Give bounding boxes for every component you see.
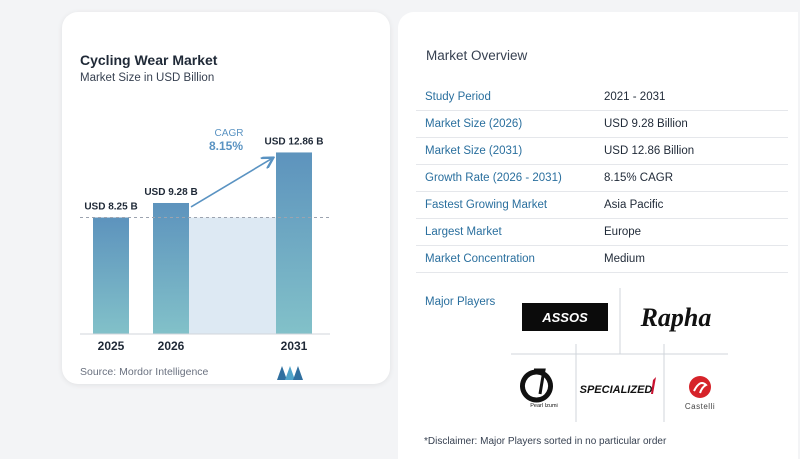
data-label: USD 8.25 B <box>84 202 137 213</box>
table-row: Study Period 2021 - 2031 <box>416 84 788 111</box>
table-row: Largest Market Europe <box>416 218 788 246</box>
category-tick-label: 2031 <box>281 339 308 353</box>
svg-text:Castelli: Castelli <box>685 402 715 411</box>
category-tick-label: 2025 <box>98 339 125 353</box>
row-key: Fastest Growing Market <box>416 191 595 219</box>
rapha-logo: Rapha <box>640 303 712 332</box>
table-row: Growth Rate (2026 - 2031) 8.15% CAGR <box>416 164 788 192</box>
svg-text:Pearl Izumi: Pearl Izumi <box>530 403 558 409</box>
table-row: Market Size (2026) USD 9.28 Billion <box>416 110 788 138</box>
bar <box>93 217 129 334</box>
overview-title: Market Overview <box>426 48 528 63</box>
row-key: Study Period <box>416 84 595 111</box>
assos-logo: ASSOS <box>522 303 608 331</box>
row-value: Medium <box>595 245 788 273</box>
chart-card: Cycling Wear Market Market Size in USD B… <box>62 12 390 384</box>
data-label: USD 9.28 B <box>144 187 197 198</box>
table-row: Market Concentration Medium <box>416 245 788 273</box>
row-key: Market Concentration <box>416 245 595 273</box>
table-row: Fastest Growing Market Asia Pacific <box>416 191 788 219</box>
mordor-intelligence-logo-icon <box>277 366 303 380</box>
row-key: Growth Rate (2026 - 2031) <box>416 164 595 192</box>
row-value: Asia Pacific <box>595 191 788 219</box>
row-key: Largest Market <box>416 218 595 246</box>
chart-title: Cycling Wear Market <box>80 52 218 68</box>
source-note: Source: Mordor Intelligence <box>80 366 209 378</box>
row-value: 2021 - 2031 <box>595 84 788 111</box>
data-label: USD 12.86 B <box>265 136 324 147</box>
cagr-arrow <box>190 158 272 208</box>
chart-subtitle: Market Size in USD Billion <box>80 72 215 84</box>
row-value: Europe <box>595 218 788 246</box>
major-players-grid: ASSOS Rapha Pearl Izumi SPECIALIZED Cast… <box>511 288 728 422</box>
bar <box>153 202 189 334</box>
svg-text:Rapha: Rapha <box>640 303 712 332</box>
row-key: Market Size (2026) <box>416 110 595 138</box>
category-tick-label: 2026 <box>158 339 185 353</box>
castelli-logo: Castelli <box>685 376 715 411</box>
row-value: 8.15% CAGR <box>595 164 788 192</box>
pearl-izumi-logo: Pearl Izumi <box>520 368 558 409</box>
bar <box>276 152 312 334</box>
row-value: USD 12.86 Billion <box>595 137 788 165</box>
cagr-value: 8.15% <box>209 139 243 153</box>
major-players-title: Major Players <box>425 296 496 308</box>
specialized-logo: SPECIALIZED <box>580 377 656 396</box>
row-value: USD 9.28 Billion <box>595 110 788 138</box>
overview-card: Market Overview Study Period 2021 - 2031 … <box>398 12 798 459</box>
svg-text:ASSOS: ASSOS <box>541 310 588 325</box>
svg-text:SPECIALIZED: SPECIALIZED <box>580 384 653 396</box>
overview-table: Study Period 2021 - 2031 Market Size (202… <box>416 84 788 273</box>
table-row: Market Size (2031) USD 12.86 Billion <box>416 137 788 165</box>
cagr-label: CAGR <box>215 128 244 139</box>
reference-band <box>189 217 276 334</box>
row-key: Market Size (2031) <box>416 137 595 165</box>
bar-chart: USD 8.25 B USD 9.28 B USD 12.86 B 2025 2026 2… <box>80 128 330 353</box>
disclaimer: *Disclaimer: Major Players sorted in no … <box>424 436 667 447</box>
